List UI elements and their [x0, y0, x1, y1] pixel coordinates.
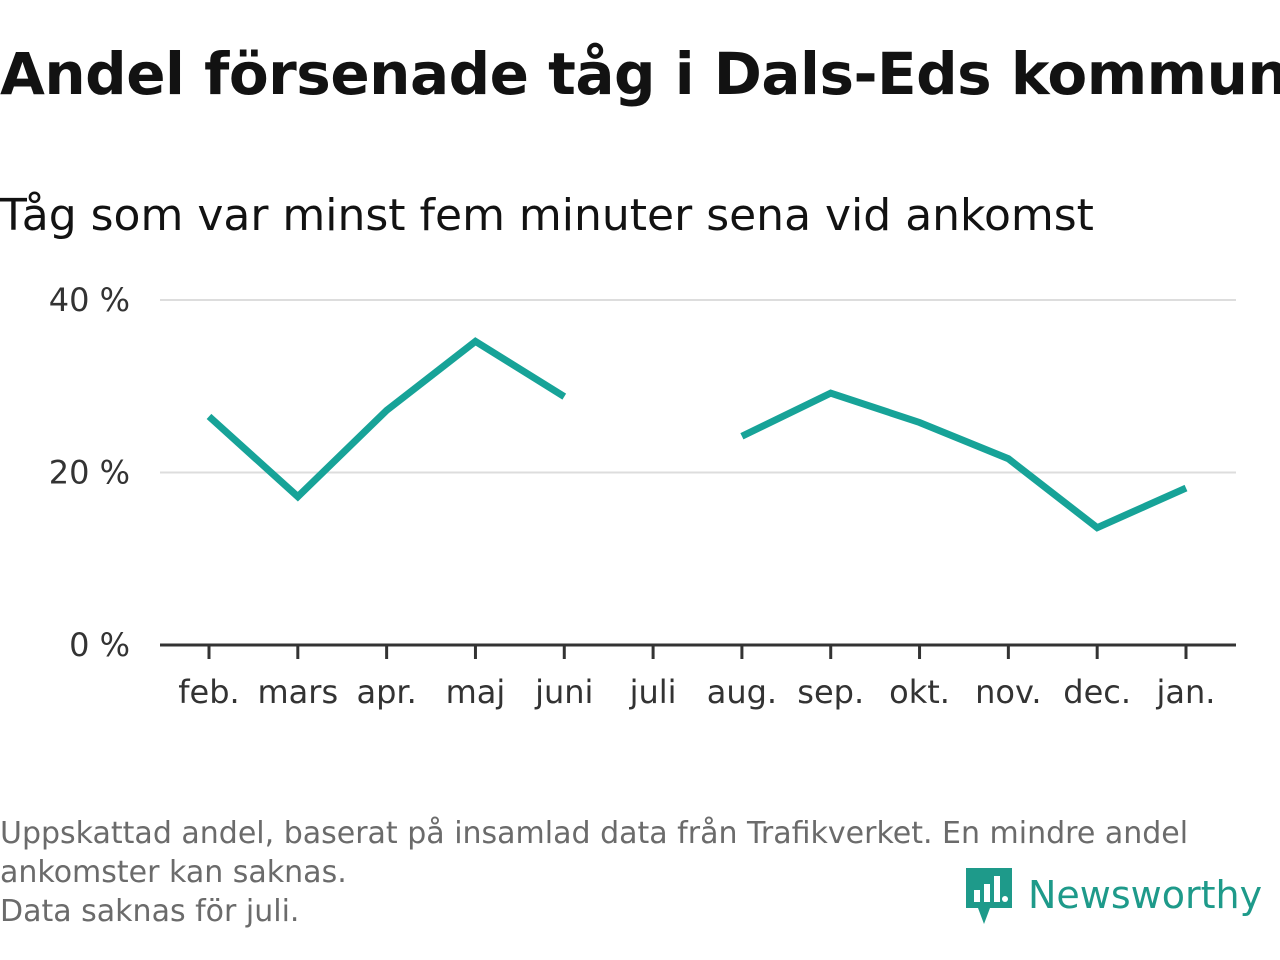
- x-tick-label: mars: [258, 673, 339, 711]
- x-tick-label: maj: [446, 673, 506, 711]
- footnote-line: ankomster kan saknas.: [0, 855, 347, 890]
- x-tick-label: nov.: [975, 673, 1041, 711]
- footnote: Uppskattad andel, baserat på insamlad da…: [0, 814, 1270, 931]
- newsworthy-logo[interactable]: Newsworthy: [964, 864, 1262, 926]
- x-tick-label: apr.: [356, 673, 416, 711]
- x-tick-label: juni: [534, 673, 593, 711]
- x-tick-label: jan.: [1156, 673, 1216, 711]
- chart-subtitle: Tåg som var minst fem minuter sena vid a…: [0, 190, 1094, 241]
- x-tick-label: juli: [629, 673, 677, 711]
- newsworthy-logo-icon: [966, 868, 1012, 924]
- series-lines: [206, 337, 1188, 532]
- x-tick-label: dec.: [1063, 673, 1131, 711]
- y-tick-label: 0 %: [69, 626, 130, 664]
- footnote-line: Uppskattad andel, baserat på insamlad da…: [0, 816, 1189, 851]
- footnote-line: Data saknas för juli.: [0, 894, 300, 929]
- x-tick-label: okt.: [889, 673, 950, 711]
- x-tick-label: feb.: [178, 673, 239, 711]
- chart-title: Andel försenade tåg i Dals-Eds kommun: [0, 40, 1280, 108]
- gridlines: [160, 299, 1236, 474]
- series-line-segment: [740, 389, 1188, 532]
- x-axis-ticks: feb. mars apr. maj juni juli aug. sep. okt. nov. d…: [178, 645, 1215, 711]
- series-line-segment: [206, 337, 567, 502]
- y-axis-ticks: 0 % 20 % 40 %: [49, 281, 130, 664]
- x-tick-label: aug.: [707, 673, 777, 711]
- y-tick-label: 40 %: [49, 281, 130, 319]
- logo-text: Newsworthy: [1028, 873, 1263, 917]
- y-tick-label: 20 %: [49, 454, 130, 492]
- x-tick-label: sep.: [797, 673, 864, 711]
